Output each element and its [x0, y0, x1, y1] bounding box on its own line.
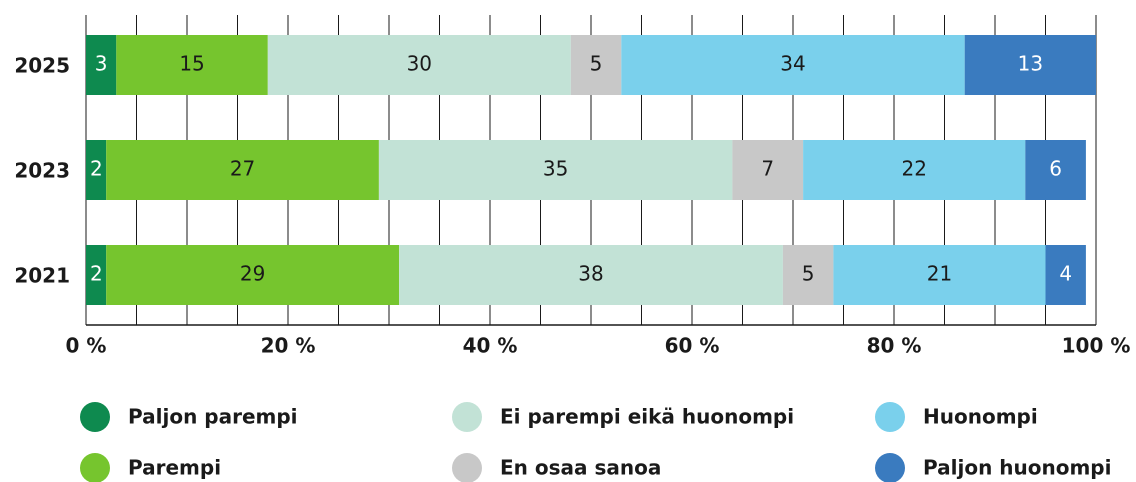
bar-segment	[106, 245, 400, 305]
legend-label: Parempi	[128, 456, 221, 480]
value-label: 2	[90, 262, 103, 286]
value-label: 5	[802, 262, 815, 286]
bar-segment	[267, 35, 571, 95]
y-tick-label: 2021	[14, 264, 70, 288]
legend-swatch	[452, 402, 482, 432]
bar-segment	[1045, 245, 1086, 305]
value-label: 38	[578, 262, 603, 286]
bar-segment	[399, 245, 783, 305]
bar-segment	[621, 35, 965, 95]
legend-swatch	[80, 402, 110, 432]
y-tick-label: 2025	[14, 54, 70, 78]
bar-segment	[833, 245, 1046, 305]
bar-segment	[86, 140, 107, 200]
bar-segment	[782, 245, 834, 305]
bar-segment	[964, 35, 1096, 95]
legend-label: Paljon huonompi	[923, 456, 1111, 480]
legend-label: Paljon parempi	[128, 405, 298, 429]
bar-segment	[106, 140, 379, 200]
value-label: 34	[780, 52, 805, 76]
x-tick-label: 60 %	[665, 334, 720, 358]
x-tick-label: 40 %	[463, 334, 518, 358]
value-label: 27	[230, 157, 255, 181]
legend-swatch	[875, 402, 905, 432]
value-label: 21	[927, 262, 952, 286]
bar-segment	[732, 140, 804, 200]
legend-label: Ei parempi eikä huonompi	[500, 405, 794, 429]
y-tick-label: 2023	[14, 159, 70, 183]
legend-swatch	[875, 453, 905, 482]
legend-swatch	[452, 453, 482, 482]
bar-segment	[1025, 140, 1086, 200]
value-label: 30	[407, 52, 432, 76]
value-label: 15	[179, 52, 204, 76]
x-tick-label: 0 %	[66, 334, 107, 358]
legend-swatch	[80, 453, 110, 482]
legend-label: Huonompi	[923, 405, 1038, 429]
x-tick-label: 20 %	[261, 334, 316, 358]
value-label: 2	[90, 157, 103, 181]
value-label: 22	[901, 157, 926, 181]
bar-segment	[86, 35, 117, 95]
value-label: 3	[95, 52, 108, 76]
value-label: 7	[761, 157, 774, 181]
value-label: 29	[240, 262, 265, 286]
value-label: 35	[543, 157, 568, 181]
bar-segment	[86, 245, 107, 305]
bar-segment	[570, 35, 622, 95]
x-tick-label: 80 %	[867, 334, 922, 358]
value-label: 5	[590, 52, 603, 76]
legend-label: En osaa sanoa	[500, 456, 661, 480]
value-label: 13	[1018, 52, 1043, 76]
bar-segment	[803, 140, 1026, 200]
x-tick-label: 100 %	[1062, 334, 1131, 358]
bar-segment	[116, 35, 268, 95]
value-label: 6	[1049, 157, 1062, 181]
bar-segment	[378, 140, 733, 200]
value-label: 4	[1059, 262, 1072, 286]
